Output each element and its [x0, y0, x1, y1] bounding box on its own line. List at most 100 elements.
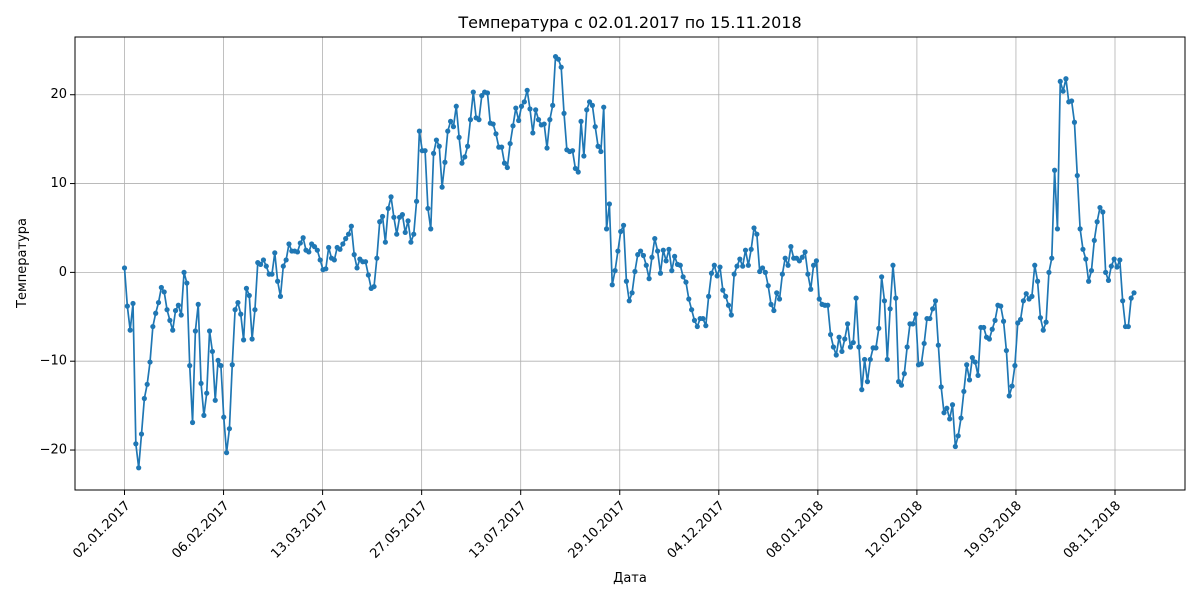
data-point — [666, 246, 672, 252]
data-point — [853, 295, 859, 301]
data-point — [337, 246, 343, 252]
data-point — [331, 257, 337, 263]
data-point — [130, 300, 136, 307]
data-point — [164, 307, 170, 313]
data-point — [598, 148, 604, 155]
data-point — [133, 441, 139, 447]
data-point — [521, 99, 527, 105]
data-point — [1120, 298, 1126, 304]
data-point — [706, 293, 712, 299]
plot-frame — [74, 36, 1186, 491]
y-tick-label: 10 — [50, 176, 67, 191]
data-point — [1043, 319, 1049, 325]
data-point — [413, 198, 420, 204]
data-point — [947, 416, 953, 422]
data-point — [586, 99, 593, 105]
data-point — [1100, 209, 1106, 215]
data-point — [246, 292, 252, 299]
data-point — [827, 331, 834, 338]
data-point — [436, 143, 442, 149]
data-point — [879, 274, 885, 280]
data-point — [612, 268, 618, 274]
data-point — [147, 359, 153, 365]
data-point — [439, 184, 445, 190]
data-point — [932, 298, 939, 304]
data-point — [740, 263, 746, 269]
data-point — [799, 254, 805, 260]
data-point — [731, 271, 737, 277]
data-point — [416, 128, 423, 134]
data-point — [913, 311, 919, 317]
data-point — [788, 244, 794, 250]
data-point — [550, 102, 556, 108]
data-point — [490, 121, 496, 127]
data-point — [215, 357, 221, 363]
data-point — [394, 231, 400, 237]
data-point — [921, 340, 927, 347]
data-point — [269, 271, 275, 277]
data-point — [379, 213, 386, 220]
data-point — [178, 312, 184, 318]
data-point — [1003, 347, 1009, 354]
data-point — [127, 327, 133, 333]
data-point — [547, 117, 553, 123]
data-point — [223, 450, 230, 456]
data-point — [748, 246, 754, 252]
data-point — [1080, 246, 1086, 252]
data-point — [904, 344, 910, 350]
data-point — [867, 356, 873, 363]
data-point — [263, 263, 269, 269]
data-point — [314, 247, 320, 253]
data-point — [1069, 98, 1075, 104]
data-point — [949, 402, 956, 408]
data-point — [669, 268, 675, 274]
data-point — [708, 270, 715, 276]
data-point — [124, 303, 130, 309]
data-point — [467, 117, 474, 123]
data-point — [275, 278, 281, 284]
data-point — [385, 205, 391, 212]
data-point — [796, 258, 802, 264]
data-point — [714, 273, 720, 279]
data-point — [935, 342, 941, 348]
data-point — [632, 268, 638, 275]
data-point — [856, 344, 862, 350]
data-point — [382, 239, 388, 245]
data-point — [762, 269, 768, 275]
data-point — [660, 247, 666, 253]
data-point — [272, 250, 278, 256]
data-point — [839, 348, 845, 355]
data-point — [635, 252, 641, 258]
data-point — [300, 235, 306, 241]
data-point — [859, 387, 865, 393]
data-point — [317, 257, 323, 263]
data-point — [734, 263, 740, 269]
data-point — [805, 271, 811, 277]
data-point — [810, 262, 817, 268]
data-point — [348, 223, 354, 229]
data-point — [428, 226, 434, 232]
data-point — [343, 236, 349, 242]
data-point — [362, 259, 369, 265]
data-point — [606, 201, 613, 207]
data-point — [833, 352, 839, 358]
data-point — [1074, 172, 1080, 179]
data-point — [745, 262, 751, 268]
data-point — [737, 256, 743, 262]
data-point — [530, 130, 536, 136]
data-point — [680, 274, 686, 280]
data-point — [975, 372, 981, 379]
data-point — [260, 257, 267, 263]
data-point — [201, 412, 207, 418]
data-point — [462, 154, 468, 160]
data-point — [955, 433, 961, 439]
data-point — [569, 148, 576, 154]
data-point — [981, 324, 987, 331]
data-point — [802, 249, 808, 255]
data-point — [757, 268, 763, 275]
data-point — [938, 384, 944, 390]
data-point — [966, 377, 973, 383]
y-tick-label: −20 — [40, 443, 67, 458]
data-point — [768, 301, 774, 307]
